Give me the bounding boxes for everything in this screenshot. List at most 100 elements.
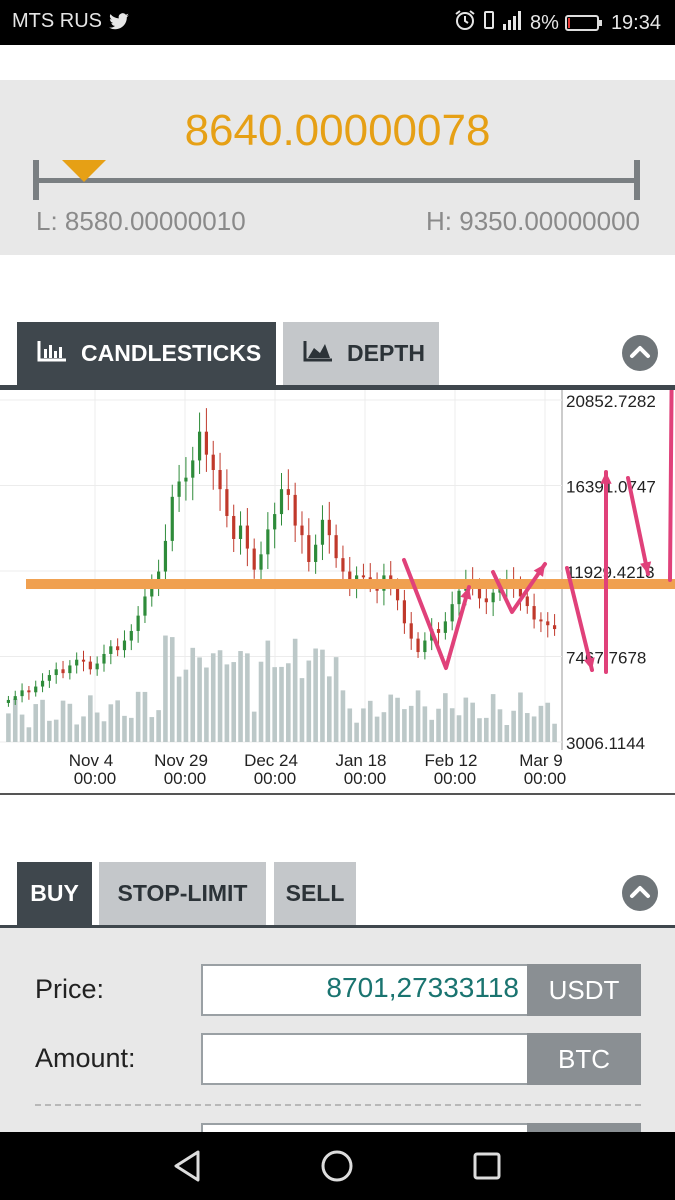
volume-bar — [449, 708, 455, 742]
tab-buy[interactable]: BUY — [17, 862, 92, 925]
volume-bar — [456, 715, 462, 742]
candle — [102, 653, 106, 664]
volume-bar — [436, 708, 441, 742]
volume-bar — [129, 717, 134, 742]
candle — [197, 431, 202, 461]
volume-bar — [81, 716, 86, 742]
candle — [409, 623, 413, 639]
candle — [232, 515, 236, 539]
x-tick-date: Nov 4 — [69, 751, 113, 770]
candles — [6, 408, 557, 707]
back-icon[interactable] — [171, 1148, 203, 1189]
price-range-panel: 8640.00000078 L: 8580.00000010 H: 9350.0… — [0, 80, 675, 255]
tab-depth[interactable]: DEPTH — [283, 322, 439, 385]
candle — [436, 629, 441, 633]
candle — [109, 646, 113, 654]
volume-bar — [497, 709, 503, 742]
volume-bar — [67, 703, 73, 742]
candle — [279, 489, 284, 515]
volume-bar — [210, 653, 216, 742]
vibrate-icon — [482, 9, 496, 37]
volume-bar — [135, 691, 141, 742]
price-unit: USDT — [527, 964, 641, 1016]
tab-candlesticks[interactable]: CANDLESTICKS — [17, 322, 276, 385]
volume-bar — [388, 694, 394, 742]
volume-bar — [477, 718, 482, 742]
volume-bar — [306, 660, 312, 742]
candle — [477, 586, 482, 599]
candle — [170, 496, 174, 541]
y-tick-label: 20852.7282 — [566, 392, 656, 411]
candle — [300, 525, 304, 536]
candle — [13, 696, 17, 700]
volume-bar — [26, 727, 32, 742]
candle — [68, 665, 72, 674]
volume-bar — [552, 723, 557, 742]
price-label: Price: — [35, 974, 105, 1004]
candle — [204, 431, 209, 455]
order-tab-underline — [0, 925, 675, 928]
tab-stop-limit[interactable]: STOP-LIMIT — [99, 862, 266, 925]
x-tick-time: 00:00 — [344, 769, 387, 788]
volume-bar — [163, 635, 168, 742]
candle — [273, 514, 277, 530]
order-form: Price: 8701,27333118 USDT Amount: BTC — [0, 928, 675, 1143]
volume-bar — [524, 713, 530, 742]
clock: 19:34 — [610, 11, 661, 34]
tab-buy-label: BUY — [30, 880, 79, 906]
volume-bar — [217, 650, 223, 742]
volume-bar — [484, 717, 489, 742]
tab-sell[interactable]: SELL — [274, 862, 356, 925]
y-tick-label: 16391.0747 — [566, 478, 656, 497]
volume-bar — [169, 637, 175, 742]
order-collapse-button[interactable] — [622, 875, 658, 911]
x-tick-date: Mar 9 — [519, 751, 562, 770]
volume-bar — [347, 708, 353, 742]
candle — [314, 544, 318, 562]
volume-bar — [340, 690, 346, 742]
candle — [122, 640, 127, 651]
candle — [54, 669, 58, 676]
candle — [450, 604, 454, 622]
candle — [286, 489, 290, 495]
volume-bar — [231, 662, 237, 742]
volume-bars — [6, 635, 557, 742]
candle — [218, 469, 222, 490]
candle — [116, 646, 120, 651]
candle — [238, 525, 243, 539]
volume-bar — [422, 706, 428, 742]
home-icon[interactable] — [320, 1149, 354, 1188]
volume-bar — [408, 705, 414, 742]
volume-bar — [190, 647, 196, 742]
volume-bar — [381, 712, 387, 742]
volume-bar — [224, 664, 230, 742]
candlestick-chart[interactable]: 20852.728216391.074711929.42137467.76783… — [0, 390, 675, 794]
candle — [518, 584, 523, 597]
annotation-arrow — [668, 390, 674, 582]
high-price-label: H: 9350.00000000 — [426, 206, 640, 236]
candle — [27, 690, 31, 693]
candle — [20, 690, 24, 697]
candle — [307, 535, 311, 562]
alarm-icon — [454, 9, 476, 37]
volume-bar — [238, 651, 243, 742]
volume-bar — [108, 704, 114, 742]
volume-bar — [415, 690, 421, 742]
current-price-marker — [62, 160, 107, 182]
chevron-up-icon — [630, 886, 650, 898]
volume-bar — [443, 693, 448, 742]
support-line — [26, 579, 675, 590]
recents-icon[interactable] — [472, 1151, 502, 1186]
volume-bar — [183, 669, 189, 742]
candle — [341, 558, 345, 572]
chart-collapse-button[interactable] — [622, 335, 658, 371]
x-tick-time: 00:00 — [434, 769, 477, 788]
range-high-cap — [634, 160, 640, 200]
candle — [327, 519, 331, 536]
x-tick-date: Dec 24 — [244, 751, 298, 770]
candle — [184, 477, 188, 482]
amount-input[interactable] — [201, 1033, 529, 1085]
price-input[interactable]: 8701,27333118 — [201, 964, 529, 1016]
status-icons: 8% 19:34 — [454, 9, 661, 37]
